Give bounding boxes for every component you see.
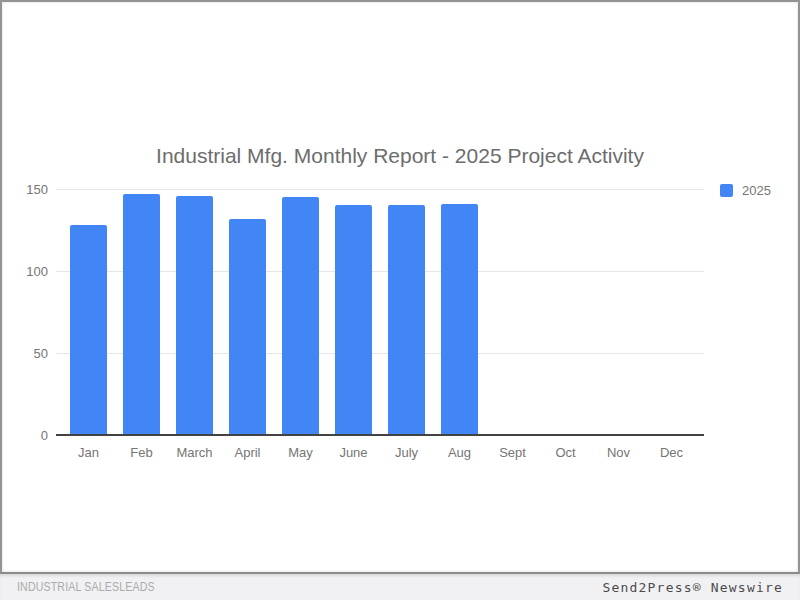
x-axis-label-jan: Jan (59, 445, 119, 460)
bar-feb (123, 194, 160, 435)
x-axis-label-may: May (271, 445, 331, 460)
bar-april (229, 219, 266, 435)
x-axis-label-june: June (324, 445, 384, 460)
x-axis-label-march: March (165, 445, 225, 460)
x-axis-label-dec: Dec (642, 445, 702, 460)
bar-may (282, 197, 319, 435)
legend-label: 2025 (742, 183, 771, 198)
bar-march (176, 196, 213, 435)
x-axis-label-nov: Nov (589, 445, 649, 460)
footer-bar: INDUSTRIAL SALESLEADS Send2Press® Newswi… (0, 574, 800, 600)
x-axis-label-oct: Oct (536, 445, 596, 460)
bar-jan (70, 225, 107, 435)
x-axis-label-july: July (377, 445, 437, 460)
gridline-150 (56, 189, 704, 190)
footer-newswire-text: Send2Press® Newswire (602, 580, 783, 595)
x-axis-label-feb: Feb (112, 445, 172, 460)
x-axis-label-aug: Aug (430, 445, 490, 460)
chart-card: Industrial Mfg. Monthly Report - 2025 Pr… (0, 0, 800, 574)
y-axis-label-50: 50 (10, 346, 48, 361)
legend-swatch-icon (720, 184, 733, 197)
y-axis-label-0: 0 (10, 428, 48, 443)
bar-july (388, 205, 425, 435)
y-axis-label-150: 150 (10, 182, 48, 197)
chart-plot-area: 0 50 100 150 JanFebMarchAprilMayJuneJulyAugS… (2, 2, 798, 572)
footer-brand-text: INDUSTRIAL SALESLEADS (17, 580, 155, 594)
bar-aug (441, 204, 478, 435)
x-axis-label-sept: Sept (483, 445, 543, 460)
chart-legend: 2025 (720, 183, 771, 198)
x-axis-line (56, 434, 704, 436)
x-axis-label-april: April (218, 445, 278, 460)
bar-june (335, 205, 372, 435)
y-axis-label-100: 100 (10, 264, 48, 279)
